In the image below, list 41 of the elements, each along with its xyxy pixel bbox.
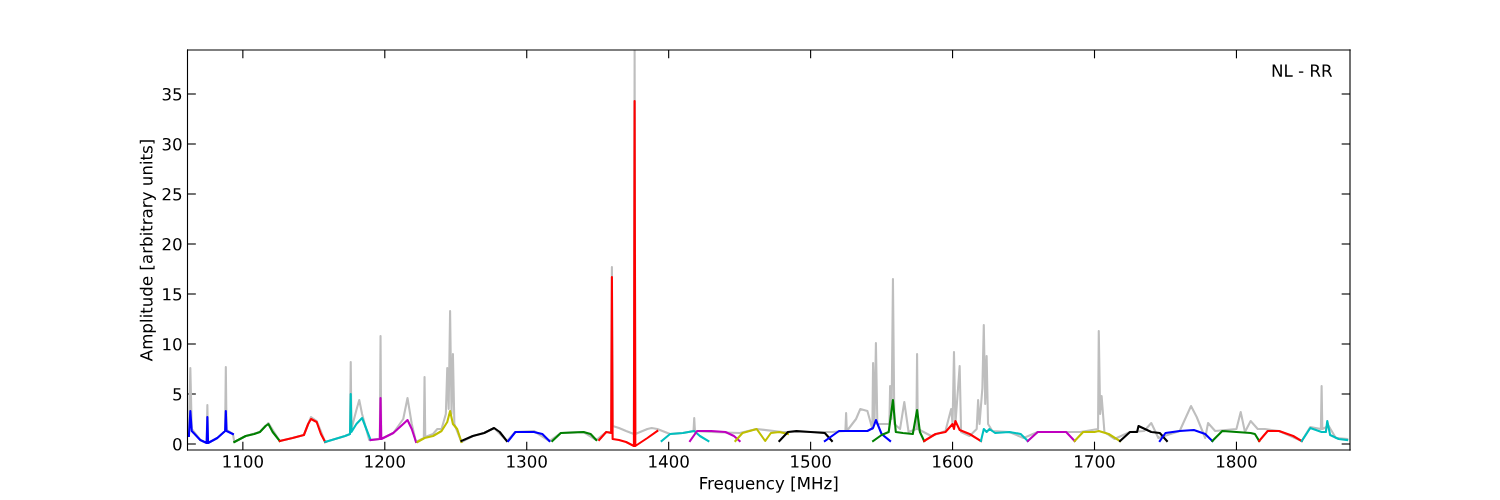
x-tick-label: 1500 [791, 455, 831, 468]
line-series [1119, 424, 1168, 443]
line-series [460, 426, 508, 443]
line-series [278, 417, 327, 444]
line-series [369, 396, 418, 444]
x-tick-label: 1200 [365, 455, 405, 468]
line-series [923, 419, 982, 443]
line-series [734, 427, 789, 443]
y-tick-label: 10 [163, 337, 182, 351]
line-series [187, 409, 234, 445]
line-series [688, 429, 741, 443]
y-tick-label: 5 [173, 388, 182, 401]
x-tick-label: 1800 [1217, 455, 1257, 468]
y-tick-label: 15 [163, 288, 182, 301]
line-series [660, 429, 710, 443]
line-series [551, 430, 598, 443]
line-series [416, 409, 463, 444]
line-series [1073, 429, 1122, 443]
x-tick-label: 1700 [1075, 455, 1115, 468]
x-tick-label: 1400 [649, 455, 689, 468]
line-series [1300, 419, 1349, 443]
y-tick-label: 0 [173, 437, 182, 451]
x-tick-label: 1100 [223, 455, 263, 468]
y-tick-label: 20 [162, 237, 182, 251]
line-series [979, 427, 1029, 443]
line-series [823, 418, 892, 443]
x-tick-label: 1300 [507, 455, 547, 468]
y-tick-label: 30 [162, 137, 182, 151]
y-tick-label: 25 [162, 187, 182, 201]
annotation: NL - RR [1272, 64, 1333, 77]
line-series [778, 429, 833, 443]
y-tick-label: 35 [162, 87, 182, 101]
line-series [233, 422, 281, 444]
line-series [598, 99, 659, 448]
x-axis-title: Frequency [MHz] [700, 476, 838, 493]
x-tick-label: 1600 [933, 455, 973, 468]
line-series [1158, 428, 1214, 443]
y-axis-title: Amplitude [arbitrary units] [139, 140, 156, 362]
line-series [1211, 429, 1261, 443]
line-series [872, 398, 926, 443]
line-series [324, 392, 372, 444]
